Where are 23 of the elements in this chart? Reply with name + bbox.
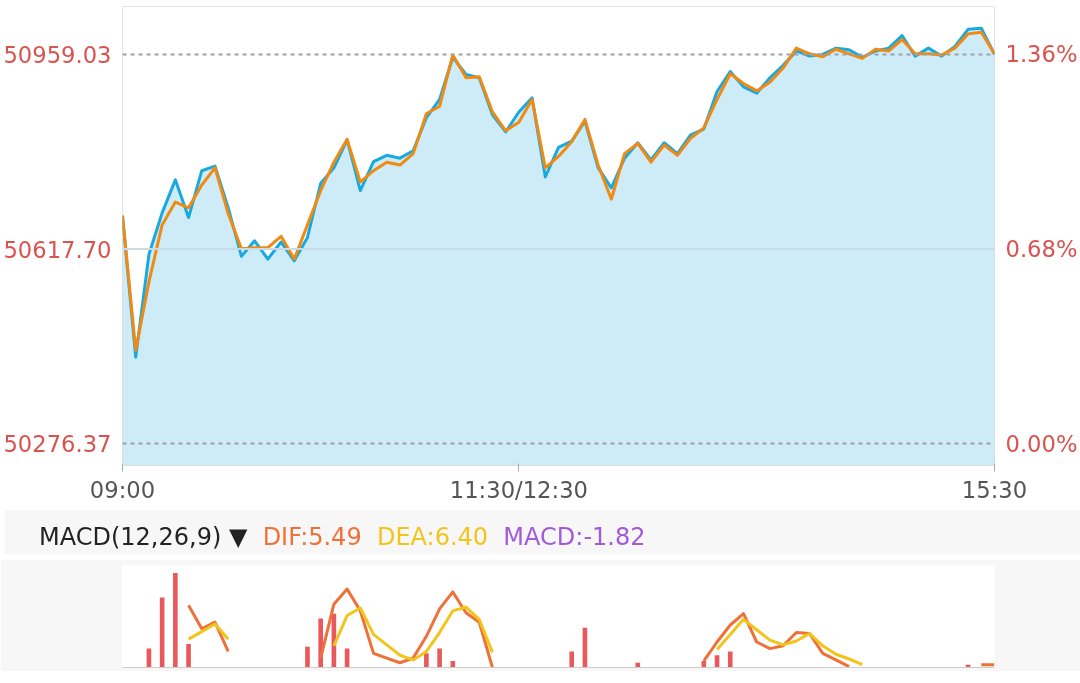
x-tick-label: 09:00 bbox=[89, 476, 156, 503]
x-tick-label: 15:30 bbox=[961, 476, 1028, 503]
text: DIF:5.49 bbox=[262, 523, 362, 551]
y-tick-label: 50617.70 bbox=[3, 236, 112, 263]
bar bbox=[450, 660, 456, 668]
bar bbox=[727, 651, 733, 668]
x-tick-label: 11:30/12:30 bbox=[449, 476, 588, 503]
bar bbox=[186, 643, 191, 668]
bar bbox=[305, 646, 310, 668]
text: DEA:6.40 bbox=[376, 523, 489, 551]
bar bbox=[437, 648, 442, 668]
line-series bbox=[122, 30, 995, 352]
bar bbox=[569, 651, 575, 668]
y2-tick-label: 0.00% bbox=[1005, 430, 1078, 457]
y2-tick-label: 1.36% bbox=[1005, 41, 1078, 68]
bar bbox=[424, 653, 429, 668]
y-tick-label: 50959.03 bbox=[3, 41, 112, 68]
y-tick-label: 50276.37 bbox=[3, 431, 112, 458]
bar bbox=[173, 573, 178, 668]
text: MACD:-1.82 bbox=[503, 523, 646, 551]
bar bbox=[635, 662, 641, 668]
y2-tick-label: 0.68% bbox=[1005, 236, 1078, 263]
chart-title: MACD(12,26,9) ▼ bbox=[39, 523, 248, 551]
